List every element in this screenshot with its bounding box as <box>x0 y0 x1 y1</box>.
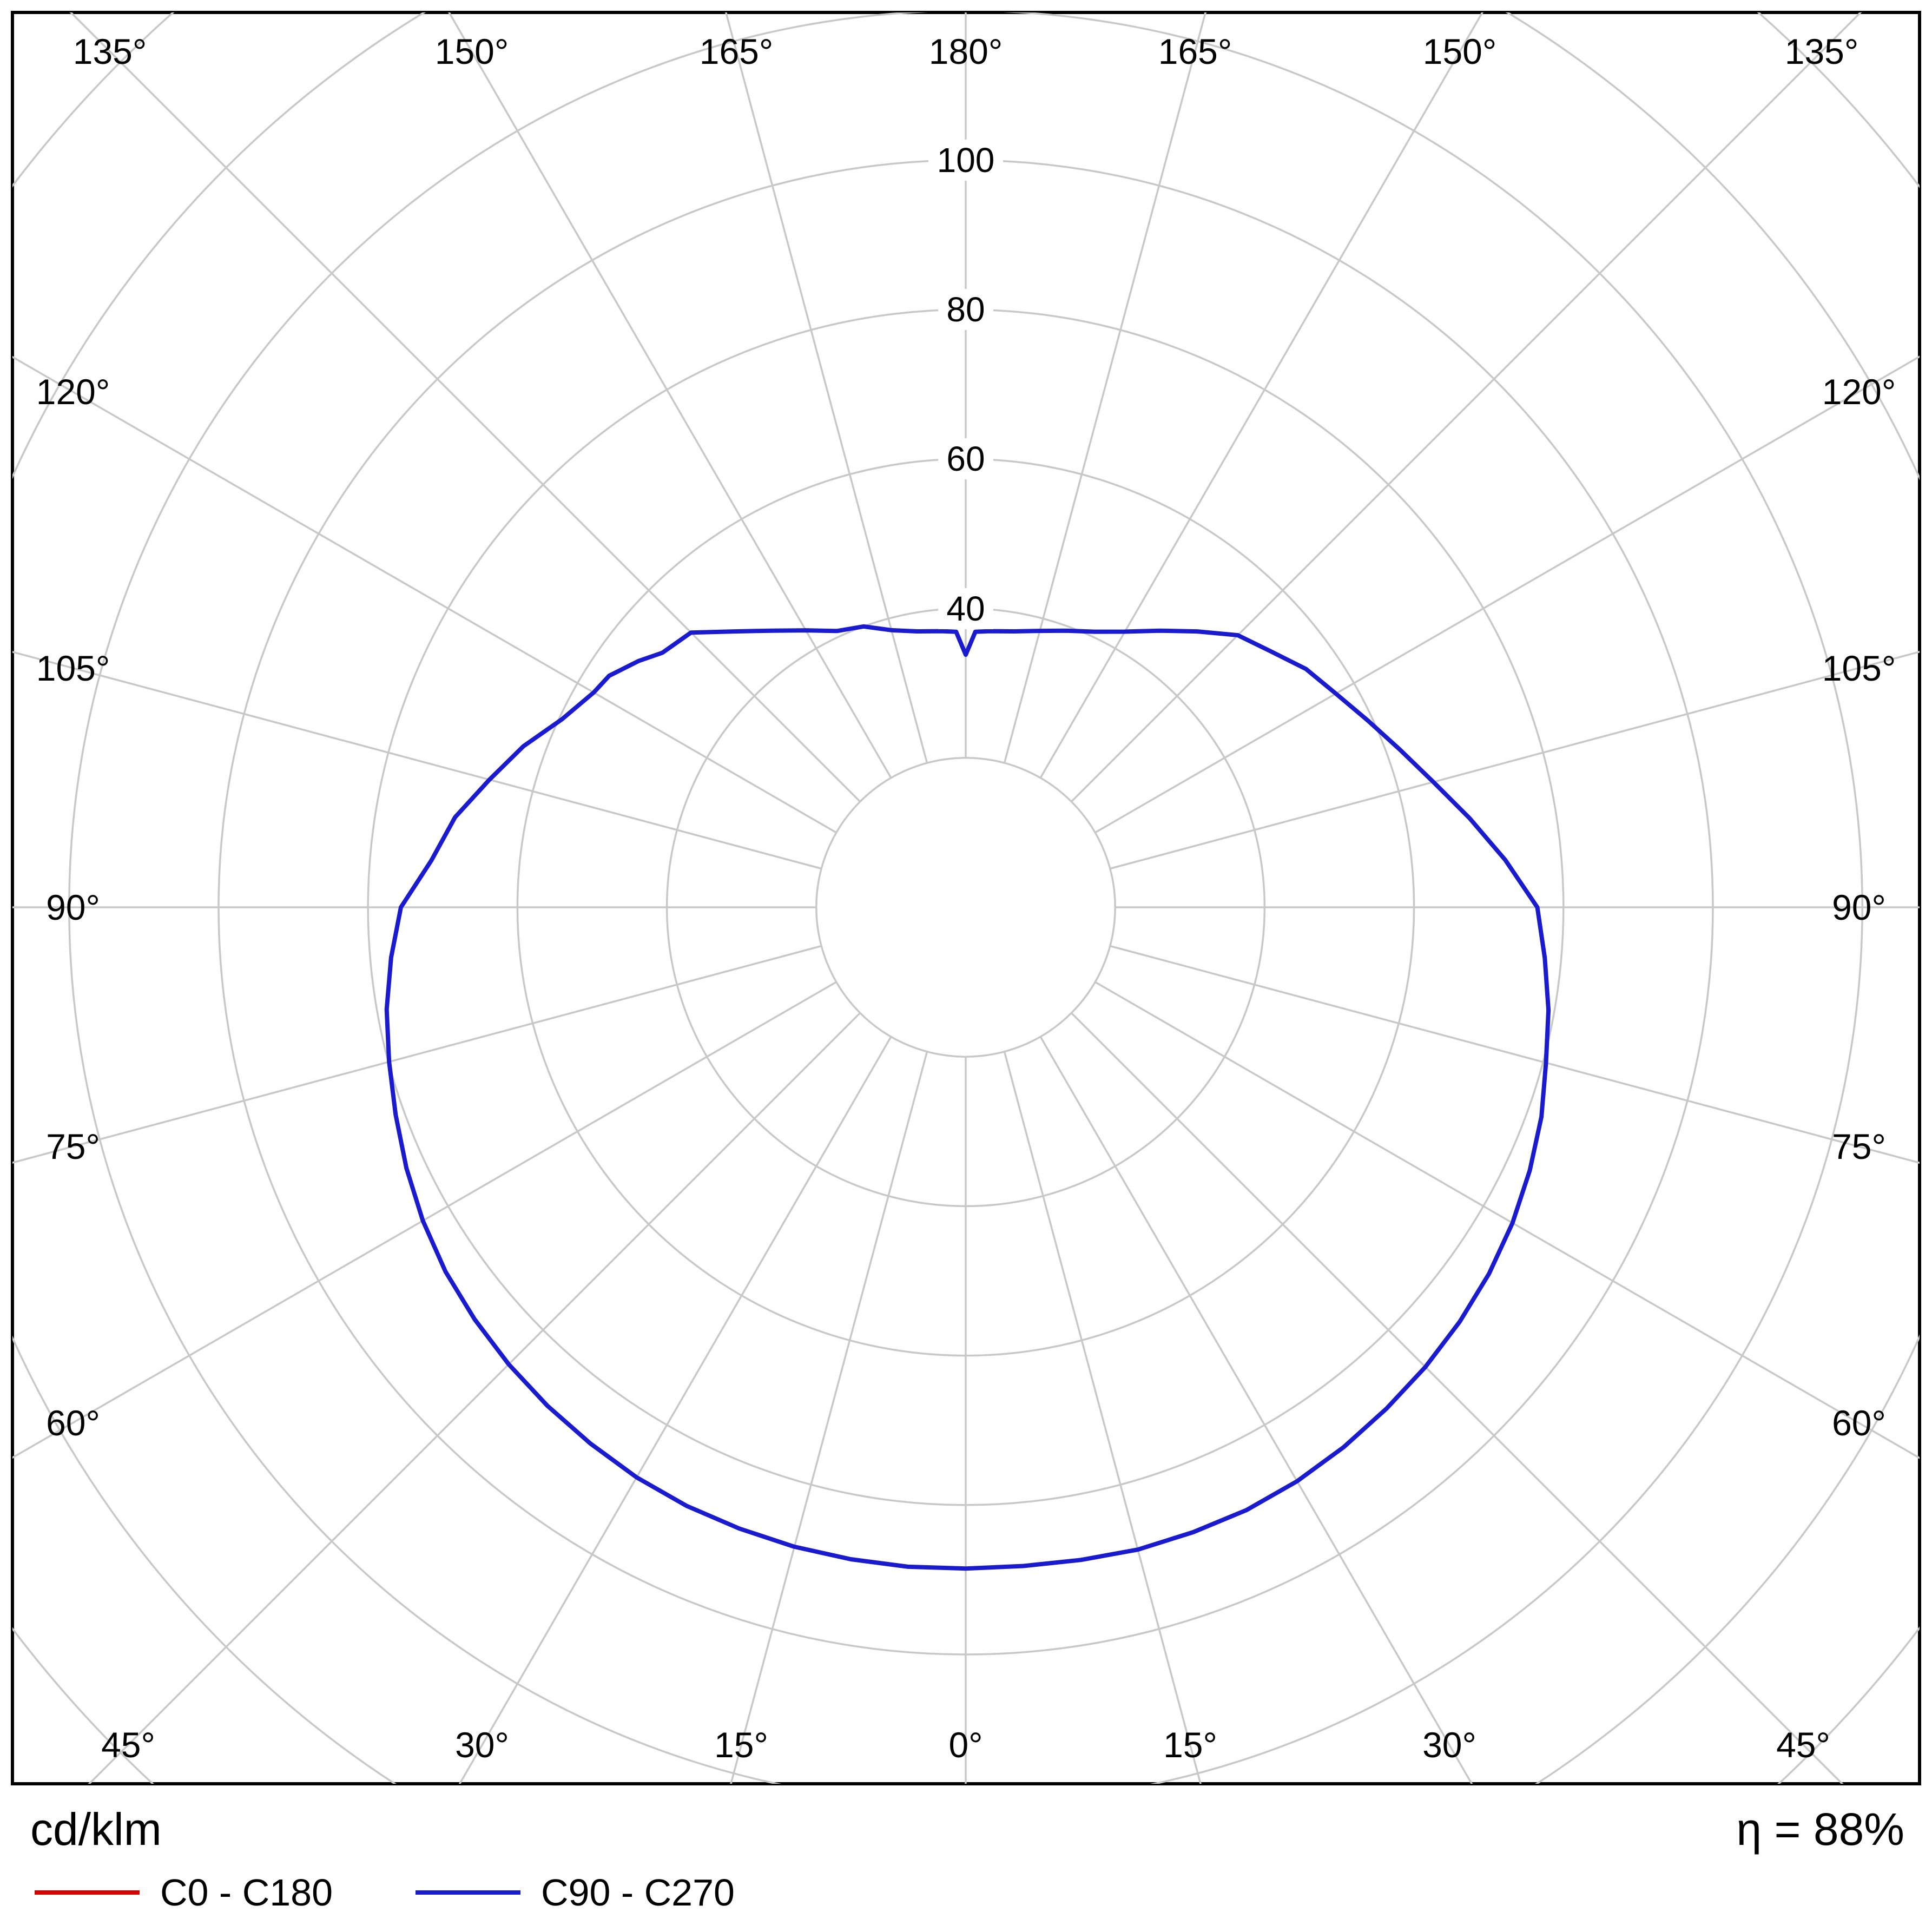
angle-label: 45° <box>101 1725 155 1765</box>
intensity-curve <box>384 624 1551 1571</box>
radial-tick-label: 60 <box>946 439 985 478</box>
radial-tick-label: 80 <box>946 290 985 329</box>
grid-radial-line <box>1071 12 1862 802</box>
grid-radial-line <box>12 651 822 870</box>
footer: cd/klm η = 88% C0 - C180 C90 - C270 <box>30 1804 1904 1914</box>
grid-radial-line <box>1094 355 1920 834</box>
angle-label: 165° <box>700 31 774 71</box>
radial-label-backing <box>928 140 1003 181</box>
grid-radial-line <box>69 12 861 802</box>
angle-label: 45° <box>1776 1725 1830 1765</box>
radial-label-backing <box>938 289 993 330</box>
radial-tick-label: 100 <box>937 141 995 180</box>
grid-radial-line <box>1110 945 1920 1164</box>
angle-label: 105° <box>1822 648 1896 688</box>
angle-label: 105° <box>36 648 110 688</box>
grid-radial-line <box>1003 1051 1202 1784</box>
angle-label: 15° <box>1163 1725 1217 1765</box>
angle-label: 75° <box>46 1126 100 1166</box>
grid-radial-line <box>1039 1036 1473 1784</box>
angle-label: 30° <box>1422 1725 1476 1765</box>
angle-label: 150° <box>1423 31 1497 71</box>
legend-label-c0-c180: C0 - C180 <box>160 1871 333 1914</box>
radial-label-backing <box>938 438 993 479</box>
angle-label: 135° <box>1785 31 1859 71</box>
angle-label: 135° <box>73 31 147 71</box>
axis-labels: 0° 15° 15° 30° 30° 45° 45° 60° 60° 75° 75° 90° 90° 10… <box>36 31 1896 1765</box>
angle-label: 60° <box>46 1403 100 1443</box>
radial-label-backing <box>938 588 993 629</box>
grid-radial-line <box>725 12 928 763</box>
grid-radial-line <box>1039 12 1483 779</box>
angle-label: 180° <box>929 31 1003 71</box>
angle-label: 120° <box>1822 372 1896 412</box>
angle-label: 15° <box>714 1725 768 1765</box>
efficiency-label: η = 88% <box>1736 1804 1904 1855</box>
grid-radial-line <box>1003 12 1206 763</box>
angle-label: 75° <box>1832 1126 1886 1166</box>
angle-label: 0° <box>948 1725 983 1765</box>
grid-radial-line <box>730 1051 928 1784</box>
grid-radial-line <box>12 981 837 1459</box>
angle-label: 90° <box>1832 887 1886 927</box>
radial-tick-label: 40 <box>946 589 985 628</box>
distribution-curves <box>384 624 1551 1571</box>
angle-label: 30° <box>455 1725 509 1765</box>
angle-label: 120° <box>36 372 110 412</box>
grid-radial-line <box>12 945 822 1164</box>
grid-radial-line <box>88 1012 861 1784</box>
legend: C0 - C180 C90 - C270 <box>35 1871 735 1914</box>
unit-label: cd/klm <box>30 1804 162 1855</box>
grid-radial-line <box>448 12 892 779</box>
grid-radial-line <box>458 1036 892 1784</box>
angle-label: 90° <box>46 887 100 927</box>
grid-radial-line <box>1094 981 1920 1459</box>
grid-radial-line <box>1071 1012 1844 1784</box>
angle-label: 60° <box>1832 1403 1886 1443</box>
grid-radial-line <box>1110 650 1920 870</box>
angle-label: 150° <box>435 31 509 71</box>
angle-label: 165° <box>1158 31 1232 71</box>
grid-radial-line <box>12 355 837 834</box>
legend-label-c90-c270: C90 - C270 <box>541 1871 735 1914</box>
